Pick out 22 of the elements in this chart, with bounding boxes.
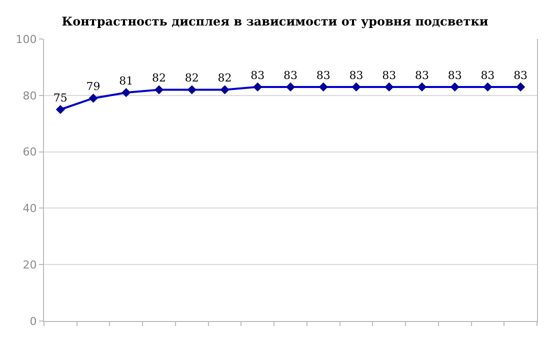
y-tick-label: 20 xyxy=(22,258,37,272)
data-label: 83 xyxy=(514,68,528,82)
chart-title: Контрастность дисплея в зависимости от уровня подсветки xyxy=(62,14,488,28)
y-tick-label: 60 xyxy=(22,146,37,159)
data-label: 83 xyxy=(316,68,330,82)
y-tick-label: 80 xyxy=(22,89,37,102)
data-label: 83 xyxy=(382,68,396,82)
data-label: 82 xyxy=(184,72,199,85)
data-label: 82 xyxy=(152,72,166,85)
y-tick-label: 100 xyxy=(16,32,37,46)
data-label: 83 xyxy=(250,68,265,82)
data-label: 82 xyxy=(218,72,232,85)
data-label: 83 xyxy=(480,68,495,82)
data-label: 75 xyxy=(53,91,68,104)
data-label: 83 xyxy=(414,68,429,82)
y-tick-label: 40 xyxy=(22,202,37,216)
data-label: 83 xyxy=(448,68,462,82)
y-tick-label: 0 xyxy=(30,314,37,328)
data-label: 81 xyxy=(119,74,134,88)
data-label: 83 xyxy=(284,68,298,82)
data-label: 79 xyxy=(86,80,100,94)
data-label: 83 xyxy=(349,68,364,82)
